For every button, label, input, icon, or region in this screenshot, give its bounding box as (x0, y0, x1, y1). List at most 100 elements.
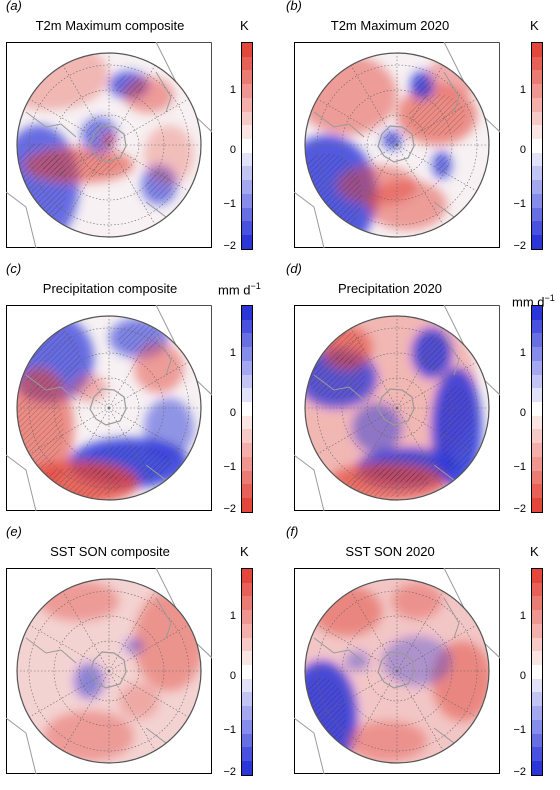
panel-label: (c) (6, 261, 22, 276)
unit-label: K (240, 544, 249, 559)
colorbar-tick-label: −1 (223, 723, 236, 736)
colorbar-step (242, 470, 252, 485)
colorbar-tick-label: 1 (229, 610, 236, 623)
colorbar-step (242, 180, 252, 194)
colorbar-step (532, 319, 542, 334)
colorbar-step (532, 651, 542, 666)
colorbar-step (242, 651, 252, 666)
colorbar-step (242, 360, 252, 375)
colorbar-tick-label: 0 (229, 144, 236, 157)
colorbar-step (532, 665, 542, 679)
colorbar-step (532, 637, 542, 652)
colorbar-step (242, 193, 252, 208)
colorbar-step (532, 484, 542, 499)
panel-label: (e) (6, 524, 22, 539)
colorbar-tick-label: −1 (513, 723, 526, 736)
colorbar-step (242, 207, 252, 222)
colorbar-step (242, 637, 252, 652)
colorbar-step (532, 678, 542, 693)
colorbar (531, 305, 543, 513)
colorbar-step (242, 139, 252, 153)
panel-title: Precipitation composite (42, 281, 178, 296)
colorbar-step (532, 207, 542, 222)
colorbar-step (532, 569, 542, 583)
colorbar-step (242, 569, 252, 583)
colorbar-step (532, 747, 542, 762)
colorbar-step (532, 333, 542, 348)
colorbar-step (242, 761, 252, 775)
colorbar-step (242, 235, 252, 249)
colorbar-step (242, 719, 252, 734)
colorbar-tick-label: 1 (519, 347, 526, 360)
colorbar-step (532, 388, 542, 403)
colorbar-tick-label: 0 (519, 144, 526, 157)
colorbar-step (532, 623, 542, 638)
unit-label: K (530, 544, 539, 559)
colorbar-tick-label: −2 (223, 502, 236, 515)
colorbar-step (532, 235, 542, 249)
colorbar-step (532, 70, 542, 85)
colorbar-step (532, 733, 542, 748)
colorbar-step (242, 429, 252, 444)
colorbar-step (532, 193, 542, 208)
colorbar-step (532, 84, 542, 98)
panel-label: (d) (286, 261, 302, 276)
colorbar-step (242, 319, 252, 334)
colorbar-tick-label: −1 (223, 460, 236, 473)
polar-map (294, 568, 500, 774)
colorbar-step (532, 97, 542, 112)
colorbar-step (532, 125, 542, 140)
colorbar-step (242, 43, 252, 57)
colorbar-step (532, 719, 542, 734)
colorbar-step (242, 456, 252, 471)
colorbar-step (242, 111, 252, 126)
colorbar-step (532, 456, 542, 471)
colorbar (241, 568, 253, 776)
colorbar-step (242, 97, 252, 112)
colorbar-step (242, 596, 252, 611)
colorbar-step (532, 692, 542, 707)
colorbar-step (532, 152, 542, 167)
colorbar-step (532, 610, 542, 624)
panel-c: (c) Precipitation composite mm d−1 1 0 −1 −… (0, 261, 280, 526)
colorbar-step (532, 582, 542, 597)
colorbar-tick-label: −2 (223, 239, 236, 252)
colorbar-step (532, 706, 542, 720)
colorbar-tick-label: −2 (513, 239, 526, 252)
colorbar-step (532, 56, 542, 71)
colorbar-step (242, 56, 252, 71)
colorbar-step (242, 347, 252, 361)
colorbar-step (532, 111, 542, 126)
colorbar-step (242, 84, 252, 98)
polar-map (6, 568, 212, 774)
colorbar (531, 568, 543, 776)
panel-b: (b) T2m Maximum 2020 K 1 0 −1 −2 (280, 0, 560, 263)
colorbar-step (242, 402, 252, 416)
colorbar-step (532, 443, 542, 457)
colorbar-step (532, 402, 542, 416)
panel-title: SST SON composite (50, 544, 170, 559)
colorbar-tick-label: 0 (229, 407, 236, 420)
unit-label: K (530, 18, 539, 33)
panel-label: (a) (6, 0, 22, 13)
colorbar-tick-label: −1 (513, 460, 526, 473)
unit-label: K (240, 18, 249, 33)
colorbar-step (532, 166, 542, 181)
polar-map (6, 42, 212, 248)
colorbar-step (242, 333, 252, 348)
colorbar-tick-label: −2 (513, 765, 526, 778)
colorbar-step (242, 306, 252, 320)
colorbar-step (242, 374, 252, 389)
panel-title: SST SON 2020 (345, 544, 435, 559)
colorbar-step (532, 139, 542, 153)
colorbar-step (532, 306, 542, 320)
colorbar-step (242, 747, 252, 762)
colorbar-tick-label: −1 (223, 197, 236, 210)
colorbar-step (532, 429, 542, 444)
colorbar-step (532, 221, 542, 236)
colorbar-step (242, 166, 252, 181)
colorbar-tick-label: −1 (513, 197, 526, 210)
colorbar-tick-label: 0 (229, 670, 236, 683)
panel-title: T2m Maximum 2020 (330, 18, 450, 33)
colorbar (241, 305, 253, 513)
